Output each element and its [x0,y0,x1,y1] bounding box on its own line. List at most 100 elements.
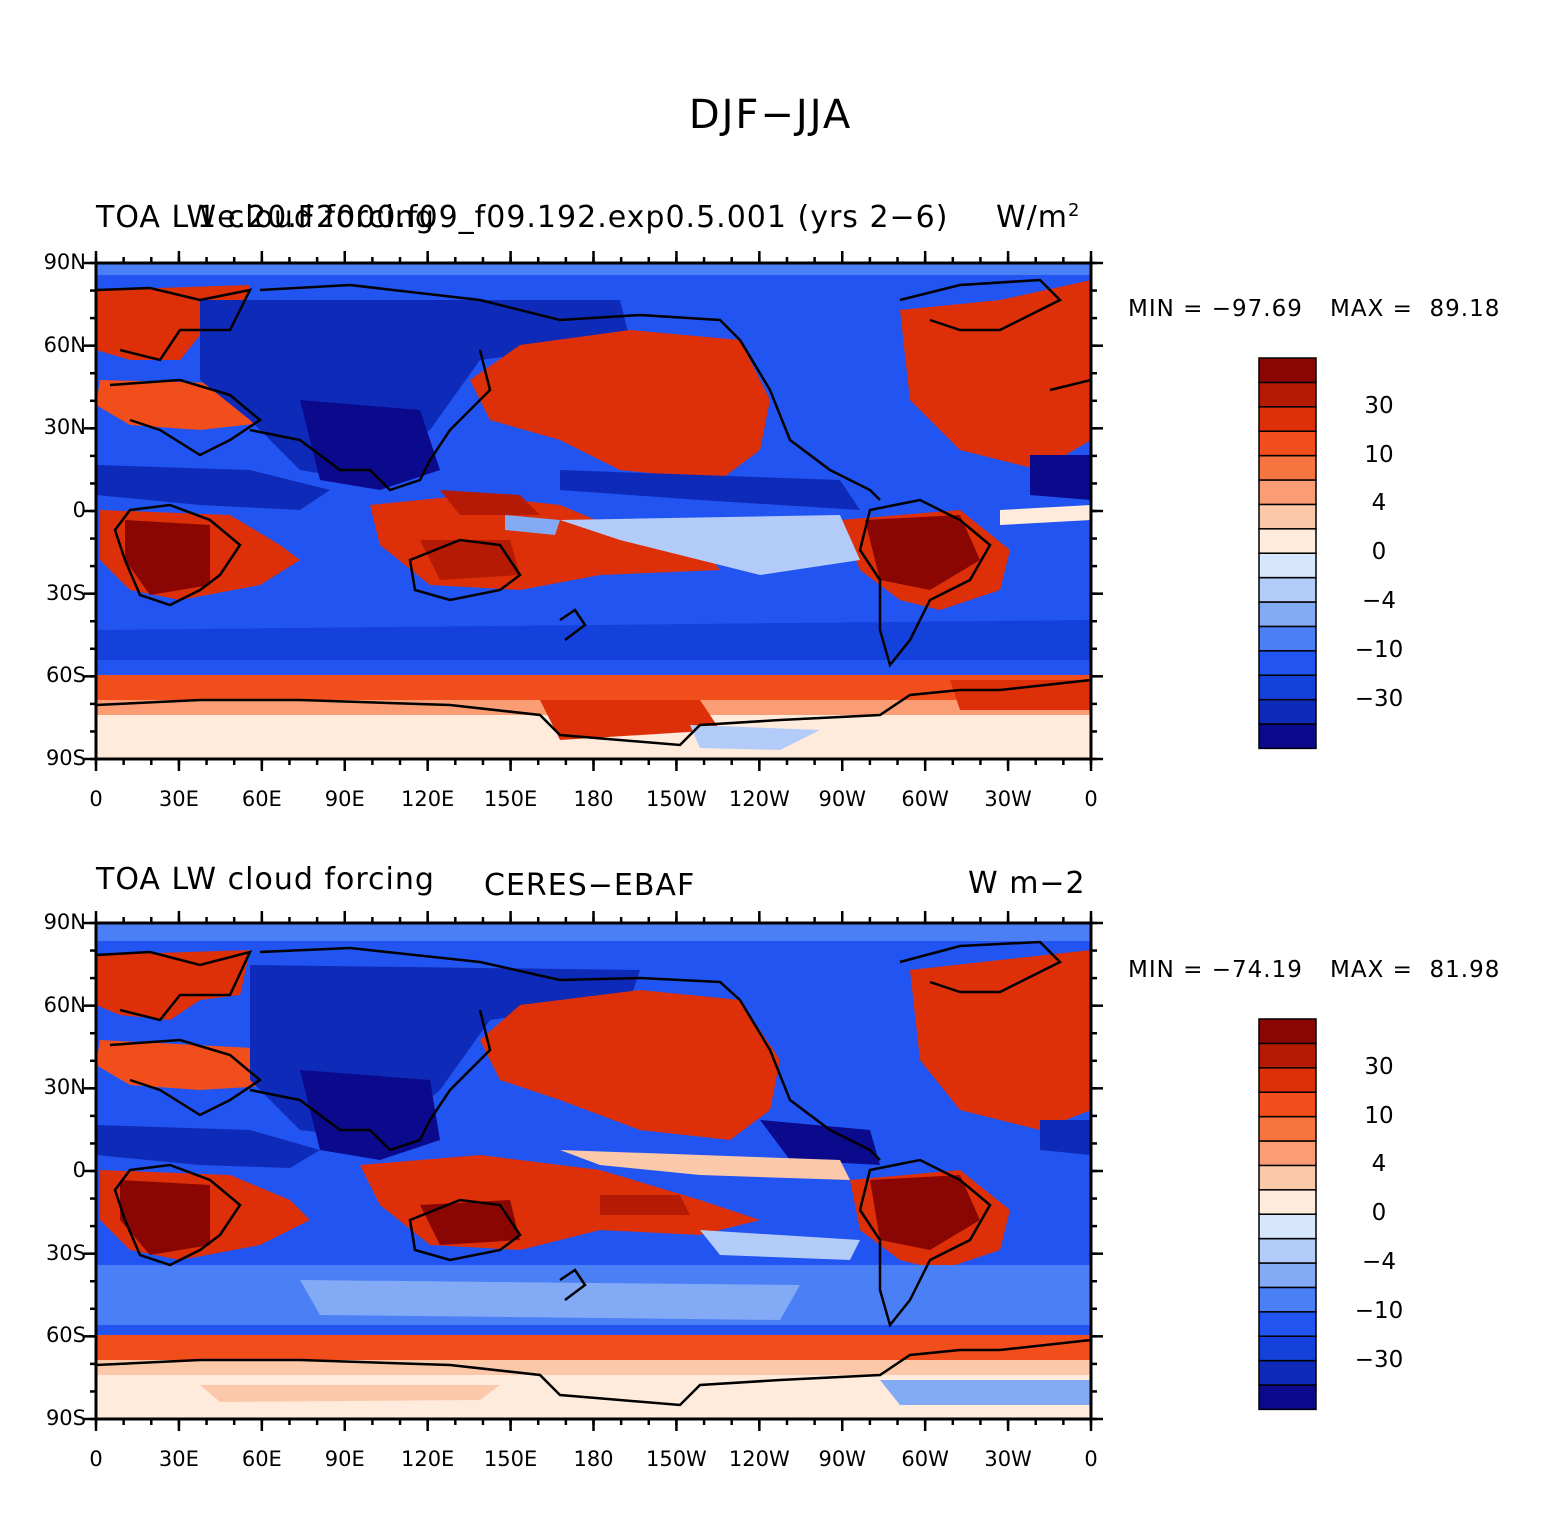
colorbar-box [1258,528,1317,554]
lon-tick-label: 30W [984,1447,1032,1471]
colorbar-box [1258,698,1317,725]
lon-tick-label: 90W [818,1447,867,1471]
region-north-atlantic [900,280,1091,470]
lon-tick-label: 30E [158,1447,199,1471]
colorbar-box [1258,1067,1317,1093]
colorbar-box [1258,1311,1317,1337]
colorbar-tick-label: 4 [1371,1151,1387,1178]
colorbar-tick-label: 10 [1364,441,1394,468]
lat-tick-label: 30N [43,1075,86,1100]
colorbar-box [1258,1335,1317,1362]
colorbar-tick-label: −10 [1354,1297,1404,1324]
region-europe [96,950,250,1020]
lon-tick-label: 120W [728,787,790,811]
region-asia-cold [250,965,640,1140]
map-background [96,263,1091,759]
colorbar-tick-label: −4 [1362,1249,1396,1275]
colorbar-box [1258,1189,1317,1215]
colorbar-box [1258,406,1317,432]
region-north-pacific [480,990,780,1140]
colorbar-box [1258,1164,1317,1191]
colorbar-box [1258,479,1317,506]
colorbar-box [1258,503,1317,530]
region-south-america [850,1170,1010,1270]
colorbar-box [1258,601,1317,628]
colorbar-box [1258,1237,1317,1264]
lon-tick-label: 150E [483,1447,538,1471]
colorbar-box [1258,674,1317,701]
colorbar-box [1258,1359,1317,1386]
lon-tick-label: 150W [645,787,707,811]
colorbar-box [1258,1042,1317,1069]
colorbar-tick-label: −30 [1354,685,1404,712]
colorbar-box [1258,723,1317,750]
min-label: MIN = −74.19 [1128,957,1303,983]
panel-left-title: TOA LW cloud forcing [96,862,435,897]
panel-left-title: TOA LW cloud forcing [96,200,435,235]
figure-title: DJF−JJA [688,92,853,138]
region-southern-ocean [96,1335,1091,1363]
lon-tick-label: 30E [158,787,199,811]
lat-tick-label: 90S [45,746,86,770]
lon-tick-label: 90E [324,1447,365,1471]
lon-tick-label: 120W [728,1447,790,1471]
colorbar-box [1258,381,1317,408]
colorbar-box [1258,1262,1317,1289]
colorbar-box [1258,576,1317,603]
lon-tick-label: 30W [984,787,1032,811]
region-africa [100,1170,310,1260]
colorbar-tick-label: 10 [1364,1102,1394,1129]
panel-center-title: 1e.20.F2000.f09_f09.192.exp0.5.001 (yrs … [197,200,949,235]
colorbar-tick-label: −30 [1354,1346,1404,1373]
lat-tick-label: 30S [45,1240,86,1265]
region-southern-ocean [96,675,1091,703]
lon-tick-label: 120E [400,787,455,811]
colorbar-tick-label: 30 [1364,392,1394,419]
lat-tick-label: 30S [45,580,86,605]
colorbar-tick-label: 0 [1371,1200,1387,1227]
panel-units: W m−2 [968,866,1086,901]
lat-tick-label: 0 [72,1158,86,1182]
lat-tick-label: 30N [43,415,86,440]
lon-tick-label: 0 [89,787,103,811]
colorbar-box [1258,1286,1317,1313]
colorbar-box [1258,1140,1317,1167]
lon-tick-label: 150W [645,1447,707,1471]
panel-center-title: CERES−EBAF [484,868,696,903]
region-south-america [840,510,1010,610]
colorbar-box [1258,430,1317,457]
lon-tick-label: 180 [573,787,614,811]
lon-tick-label: 60E [241,1447,282,1471]
lat-tick-label: 60N [43,992,86,1017]
panel-units: W/m2 [996,200,1081,235]
lon-tick-label: 60W [901,1447,949,1471]
region-maritime [360,1155,760,1250]
region-europe [96,285,250,360]
colorbar-box [1258,650,1317,676]
lon-tick-label: 180 [573,1447,614,1471]
lat-tick-label: 90N [43,910,86,934]
lon-tick-label: 60W [901,787,949,811]
region-north-atlantic [910,950,1091,1130]
lat-tick-label: 90S [45,1406,86,1430]
lat-tick-label: 60N [43,332,86,357]
min-label: MIN = −97.69 [1128,296,1303,322]
region-north-pacific [470,330,770,480]
lon-tick-label: 0 [89,1447,103,1471]
lat-tick-label: 60S [45,1323,86,1348]
colorbar-box [1258,625,1317,652]
max-label: MAX = 89.18 [1330,296,1501,322]
lat-tick-label: 60S [45,663,86,688]
lon-tick-label: 90W [818,787,867,811]
colorbar-box [1258,1091,1317,1118]
colorbar-box [1258,1018,1317,1045]
colorbar-tick-label: 4 [1371,490,1387,517]
region-asia-cold [200,300,630,480]
colorbar-box [1258,357,1317,384]
region-africa [100,510,300,600]
lat-tick-label: 0 [72,498,86,522]
colorbar-tick-label: 30 [1364,1053,1394,1080]
map-background [96,923,1091,1419]
lon-tick-label: 150E [483,787,538,811]
colorbar-box [1258,1384,1317,1411]
